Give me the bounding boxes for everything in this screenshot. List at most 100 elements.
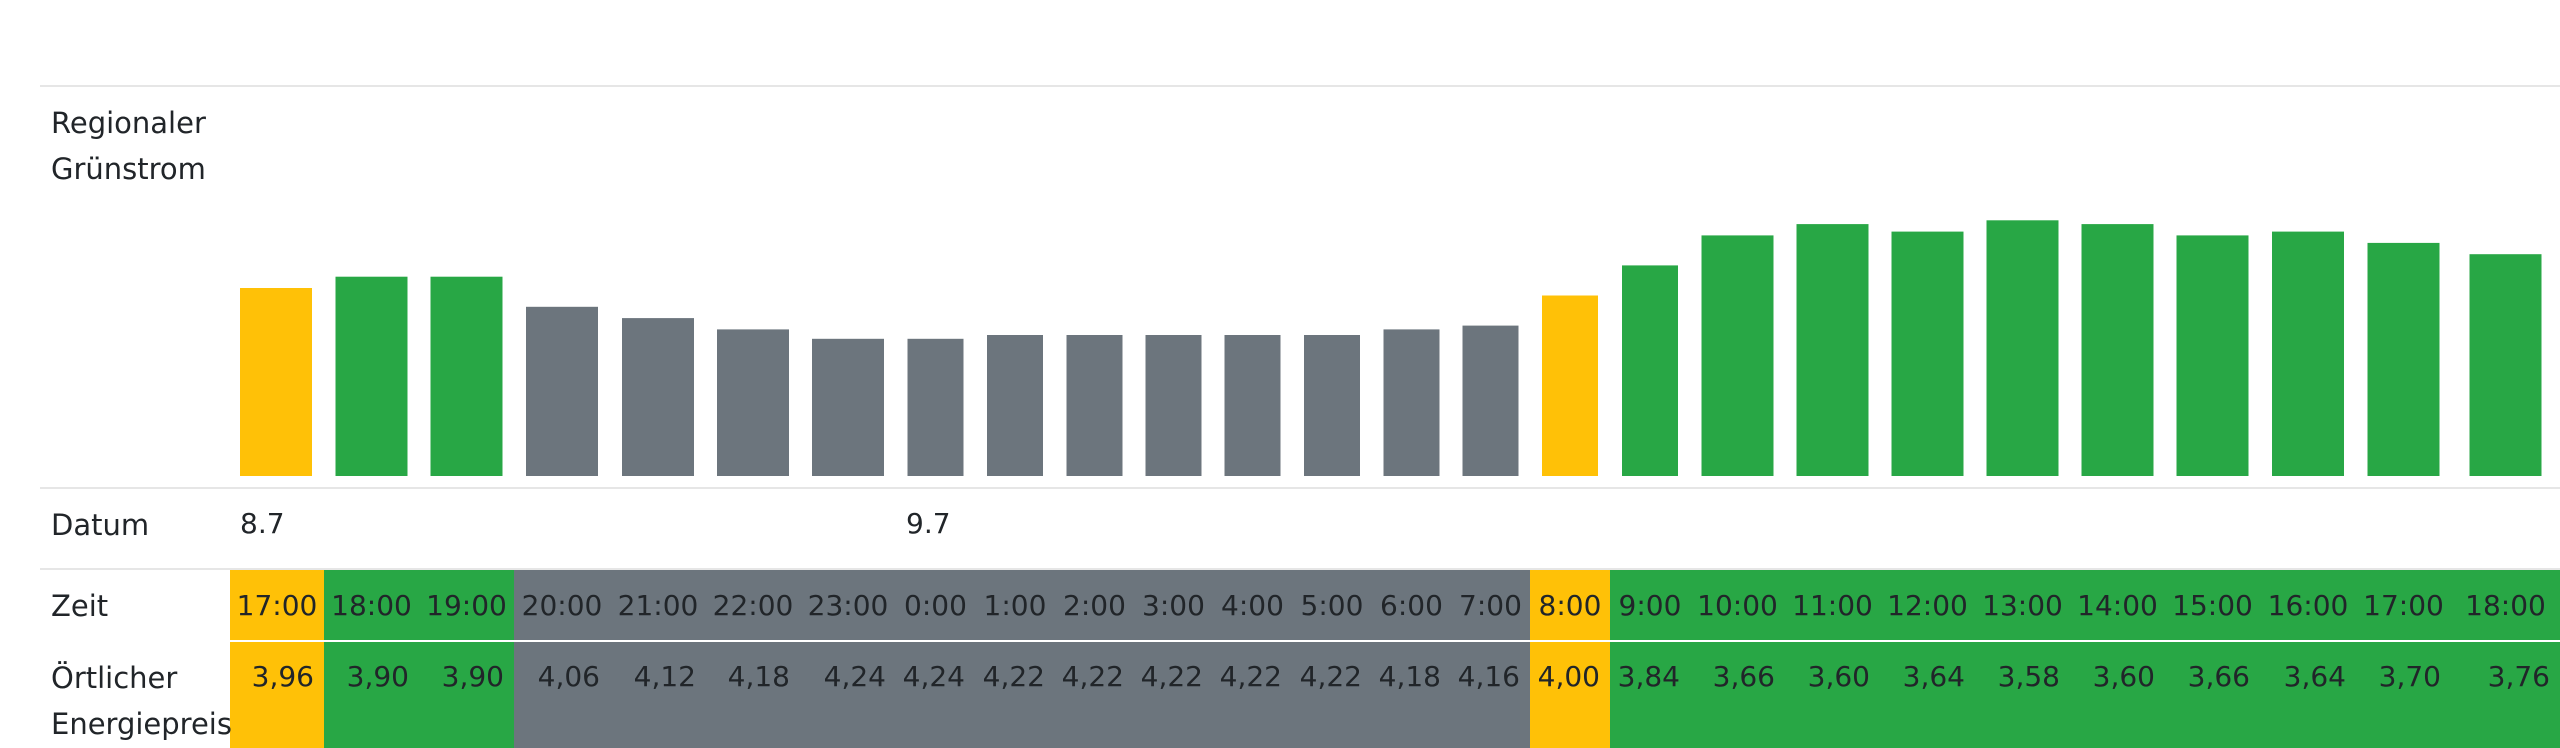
time-cell: 18:00 xyxy=(324,570,419,640)
divider-top xyxy=(40,85,2560,87)
bar-23-00-6 xyxy=(812,338,884,476)
time-cell: 7:00 xyxy=(1451,570,1530,640)
price-cell: 3,96 xyxy=(230,642,324,748)
bar-19-00-2 xyxy=(430,276,503,476)
price-value: 4,24 xyxy=(902,660,965,693)
price-cell: 3,58 xyxy=(1975,642,2070,748)
price-cell: 4,22 xyxy=(975,642,1055,748)
price-value: 3,60 xyxy=(2092,660,2155,693)
price-cell: 3,64 xyxy=(1880,642,1975,748)
bar-20-00-3 xyxy=(526,306,598,476)
date-label-0: 8.7 xyxy=(240,507,285,540)
datum-label: Datum xyxy=(51,508,150,542)
time-cell: 21:00 xyxy=(610,570,706,640)
price-cell: 4,06 xyxy=(514,642,610,748)
price-value: 4,12 xyxy=(633,660,696,693)
time-cell: 16:00 xyxy=(2260,570,2356,640)
bar-13-00-20 xyxy=(1986,220,2059,476)
price-cell: 4,18 xyxy=(1372,642,1451,748)
bar-17-00-0 xyxy=(240,288,312,476)
time-cell: 22:00 xyxy=(706,570,800,640)
time-cell: 13:00 xyxy=(1975,570,2070,640)
price-cell: 3,84 xyxy=(1610,642,1690,748)
bar-18-00-1 xyxy=(335,276,408,476)
price-value: 4,24 xyxy=(823,660,886,693)
price-cell: 3,60 xyxy=(2070,642,2165,748)
price-cell: 3,64 xyxy=(2260,642,2356,748)
time-cell: 8:00 xyxy=(1530,570,1610,640)
bar-9-00-16 xyxy=(1622,265,1678,476)
bar-3-00-10 xyxy=(1145,335,1202,476)
time-cell: 19:00 xyxy=(419,570,514,640)
regional-label-line2: Grünstrom xyxy=(51,152,206,186)
price-value: 3,64 xyxy=(2283,660,2346,693)
bar-0-00-7 xyxy=(907,338,964,476)
time-cell: 0:00 xyxy=(896,570,975,640)
bar-12-00-19 xyxy=(1891,231,1964,476)
price-value: 4,22 xyxy=(1299,660,1362,693)
price-value: 4,22 xyxy=(1219,660,1282,693)
price-cell: 4,16 xyxy=(1451,642,1530,748)
bar-6-00-13 xyxy=(1383,329,1440,476)
time-cell: 23:00 xyxy=(800,570,896,640)
divider-chart xyxy=(40,487,2560,489)
price-cell: 3,76 xyxy=(2451,642,2560,748)
bar-14-00-21 xyxy=(2081,224,2154,476)
price-cell: 3,60 xyxy=(1785,642,1880,748)
price-value: 3,90 xyxy=(441,660,504,693)
bar-2-00-9 xyxy=(1066,335,1123,476)
time-cell: 4:00 xyxy=(1213,570,1292,640)
time-cell: 9:00 xyxy=(1610,570,1690,640)
bar-21-00-4 xyxy=(622,318,694,476)
price-value: 3,66 xyxy=(1712,660,1775,693)
date-label-1: 9.7 xyxy=(906,507,951,540)
time-cell: 17:00 xyxy=(2356,570,2451,640)
time-cell: 11:00 xyxy=(1785,570,1880,640)
bar-16-00-23 xyxy=(2272,231,2344,476)
time-cell: 1:00 xyxy=(975,570,1055,640)
price-cell: 4,18 xyxy=(706,642,800,748)
price-value: 3,60 xyxy=(1807,660,1870,693)
bar-5-00-12 xyxy=(1304,335,1360,476)
price-value: 4,22 xyxy=(1061,660,1124,693)
time-cell: 5:00 xyxy=(1292,570,1372,640)
price-cell: 4,00 xyxy=(1530,642,1610,748)
price-value: 3,58 xyxy=(1997,660,2060,693)
time-cell: 12:00 xyxy=(1880,570,1975,640)
price-value: 3,84 xyxy=(1617,660,1680,693)
time-cell: 15:00 xyxy=(2165,570,2260,640)
price-value: 3,66 xyxy=(2187,660,2250,693)
bar-15-00-22 xyxy=(2176,235,2249,476)
price-cell: 4,22 xyxy=(1213,642,1292,748)
price-value: 4,06 xyxy=(537,660,600,693)
price-cell: 3,90 xyxy=(324,642,419,748)
price-value: 4,22 xyxy=(982,660,1045,693)
price-value: 3,76 xyxy=(2487,660,2550,693)
price-cell: 4,22 xyxy=(1055,642,1134,748)
price-cell: 4,24 xyxy=(800,642,896,748)
bar-17-00-24 xyxy=(2367,242,2440,476)
price-value: 4,18 xyxy=(727,660,790,693)
price-value: 3,96 xyxy=(251,660,314,693)
bar-18-00-25 xyxy=(2469,254,2542,476)
price-value: 3,90 xyxy=(346,660,409,693)
price-label-line1: Örtlicher xyxy=(51,661,178,695)
bar-22-00-5 xyxy=(717,329,789,476)
price-value: 3,70 xyxy=(2378,660,2441,693)
time-cell: 2:00 xyxy=(1055,570,1134,640)
price-label-line2: Energiepreis xyxy=(51,707,232,741)
divider-zeit xyxy=(40,640,2560,642)
bar-1-00-8 xyxy=(987,335,1043,476)
price-value: 4,22 xyxy=(1140,660,1203,693)
price-cell: 4,12 xyxy=(610,642,706,748)
bar-4-00-11 xyxy=(1224,335,1281,476)
time-cell: 14:00 xyxy=(2070,570,2165,640)
bar-8-00-15 xyxy=(1542,295,1598,476)
time-cell: 18:00 xyxy=(2451,570,2560,640)
price-value: 4,16 xyxy=(1457,660,1520,693)
time-cell: 17:00 xyxy=(230,570,324,640)
bar-10-00-17 xyxy=(1701,235,1774,476)
bar-7-00-14 xyxy=(1462,325,1519,476)
time-cell: 6:00 xyxy=(1372,570,1451,640)
